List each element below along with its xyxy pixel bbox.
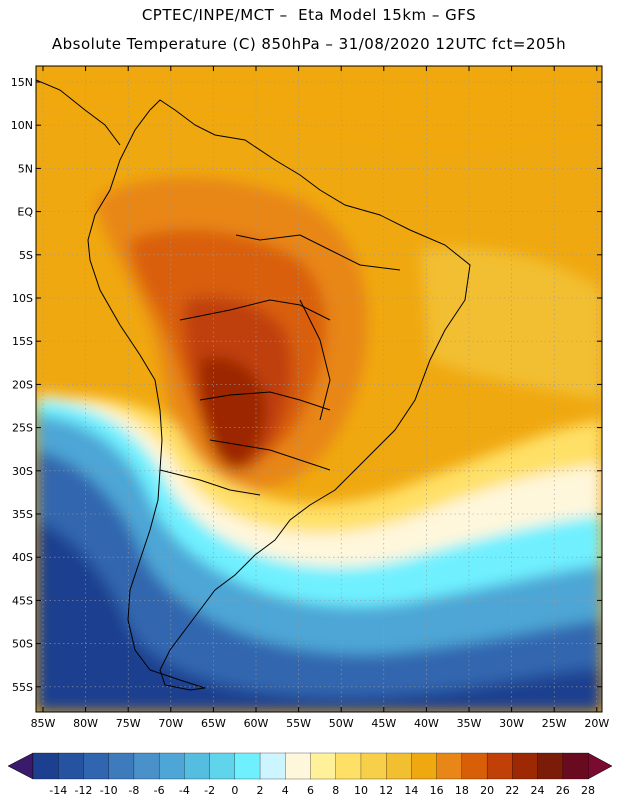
- colorbar-label: -14: [49, 784, 67, 797]
- lon-label: 40W: [414, 717, 439, 730]
- colorbar-swatch: [285, 752, 312, 780]
- lat-label: 40S: [12, 551, 33, 564]
- colorbar-swatch: [83, 752, 110, 780]
- lat-label: 10S: [12, 292, 33, 305]
- lat-label: 50S: [12, 638, 33, 651]
- colorbar-label: 18: [455, 784, 469, 797]
- colorbar-label: -4: [179, 784, 190, 797]
- colorbar-label: 20: [480, 784, 494, 797]
- colorbar-label: -10: [100, 784, 118, 797]
- colorbar-label: 16: [430, 784, 444, 797]
- latitude-axis: 15N 10N 5N EQ 5S 10S 15S 20S 25S 30S 35S 40S 45S 50S 5…: [11, 76, 602, 694]
- colorbar-label: 12: [379, 784, 393, 797]
- lon-label: 30W: [499, 717, 524, 730]
- colorbar-label: 0: [231, 784, 238, 797]
- lat-label: 5N: [18, 162, 33, 175]
- colorbar-low-triangle: [7, 752, 34, 780]
- colorbar-swatch: [234, 752, 261, 780]
- lon-label: 85W: [31, 717, 56, 730]
- coastlines: [36, 79, 471, 691]
- colorbar-swatch: [335, 752, 362, 780]
- lon-label: 50W: [329, 717, 354, 730]
- lon-label: 70W: [158, 717, 183, 730]
- colorbar-label: -6: [154, 784, 165, 797]
- lon-label: 25W: [542, 717, 567, 730]
- longitude-axis: 85W 80W 75W 70W 65W 60W 55W 50W 45W 40W 35W 30W 25W 2…: [31, 66, 609, 730]
- colorbar-label: 4: [282, 784, 289, 797]
- lat-label: 35S: [12, 508, 33, 521]
- colorbar-swatch: [386, 752, 412, 780]
- colorbar-label: 28: [581, 784, 595, 797]
- colorbar-swatch: [259, 752, 286, 780]
- temperature-field: [36, 66, 602, 712]
- colorbar-label: 22: [505, 784, 519, 797]
- colorbar-high-triangle: [587, 752, 613, 780]
- lon-label: 45W: [371, 717, 396, 730]
- colorbar-label: 26: [556, 784, 570, 797]
- colorbar-swatch: [562, 752, 589, 780]
- colorbar-swatch: [133, 752, 160, 780]
- colorbar-label: -12: [74, 784, 92, 797]
- lat-label: 25S: [12, 422, 33, 435]
- colorbar-swatch: [360, 752, 387, 780]
- colorbar: -14 -12 -10 -8 -6 -4 -2 0 2 4 6 8 10 12 14 16 18 20 22 24 26…: [7, 752, 613, 797]
- lon-label: 35W: [457, 717, 482, 730]
- title-variable: Absolute Temperature (C) 850hPa – 31/08/…: [51, 35, 567, 53]
- lat-label: 15N: [11, 76, 33, 89]
- colorbar-swatch: [184, 752, 211, 780]
- colorbar-swatch: [486, 752, 513, 780]
- map-frame: [35, 65, 603, 713]
- colorbar-swatch: [58, 752, 85, 780]
- lon-label: 55W: [286, 717, 311, 730]
- colorbar-swatch: [209, 752, 236, 780]
- colorbar-swatch: [537, 752, 564, 780]
- lat-label: 30S: [12, 465, 33, 478]
- colorbar-swatch: [461, 752, 488, 780]
- lon-label: 80W: [73, 717, 98, 730]
- lat-label: 15S: [12, 335, 33, 348]
- lat-label: 10N: [11, 119, 33, 132]
- lon-label: 20W: [584, 717, 609, 730]
- colorbar-label: -2: [204, 784, 215, 797]
- lat-label: 55S: [12, 681, 33, 694]
- colorbar-label: 8: [332, 784, 339, 797]
- lat-label: EQ: [17, 206, 33, 219]
- lon-label: 60W: [244, 717, 269, 730]
- lat-label: 45S: [12, 594, 33, 607]
- colorbar-swatch: [310, 752, 337, 780]
- colorbar-swatch: [512, 752, 539, 780]
- title-model: CPTEC/INPE/MCT – Eta Model 15km – GFS: [141, 6, 477, 24]
- colorbar-swatch: [158, 752, 185, 780]
- colorbar-label: 2: [257, 784, 264, 797]
- lat-label: 20S: [12, 378, 33, 391]
- colorbar-label: 10: [354, 784, 368, 797]
- lon-label: 75W: [116, 717, 141, 730]
- colorbar-swatch: [32, 752, 59, 780]
- colorbar-label: 14: [404, 784, 418, 797]
- colorbar-label: 24: [531, 784, 545, 797]
- colorbar-label: -8: [128, 784, 139, 797]
- colorbar-swatch: [436, 752, 463, 780]
- colorbar-label: 6: [307, 784, 314, 797]
- colorbar-swatch: [411, 752, 438, 780]
- lon-label: 65W: [201, 717, 226, 730]
- colorbar-swatch: [108, 752, 135, 780]
- lat-label: 5S: [19, 249, 33, 262]
